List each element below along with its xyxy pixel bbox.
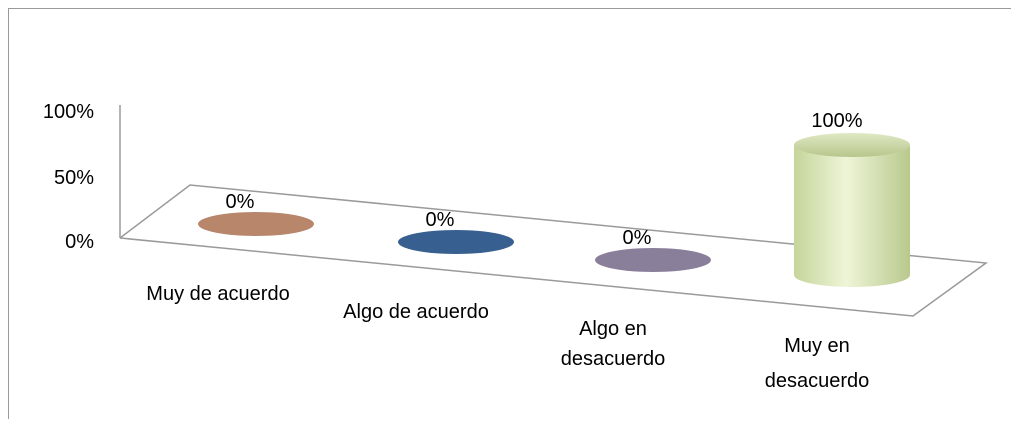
y-tick-label: 0%: [65, 231, 94, 253]
bar-3: [595, 248, 711, 272]
floor-outline: [119, 184, 989, 317]
data-label: 0%: [623, 227, 652, 249]
bar-4-top: [794, 133, 910, 157]
category-label: Muy de acuerdo: [146, 283, 289, 305]
chart-frame: [8, 8, 1011, 419]
category-label: Muy en desacuerdo: [765, 335, 870, 392]
bar-2: [398, 230, 514, 254]
category-label: Algo de acuerdo: [343, 301, 489, 323]
category-label: Algo en desacuerdo: [561, 318, 666, 370]
data-label: 0%: [426, 209, 455, 231]
bar-1: [198, 212, 314, 236]
data-label: 100%: [811, 110, 862, 132]
data-label: 0%: [226, 191, 255, 213]
bar-4: [794, 145, 910, 287]
y-tick-label: 100%: [43, 101, 94, 123]
y-tick-label: 50%: [54, 167, 94, 189]
